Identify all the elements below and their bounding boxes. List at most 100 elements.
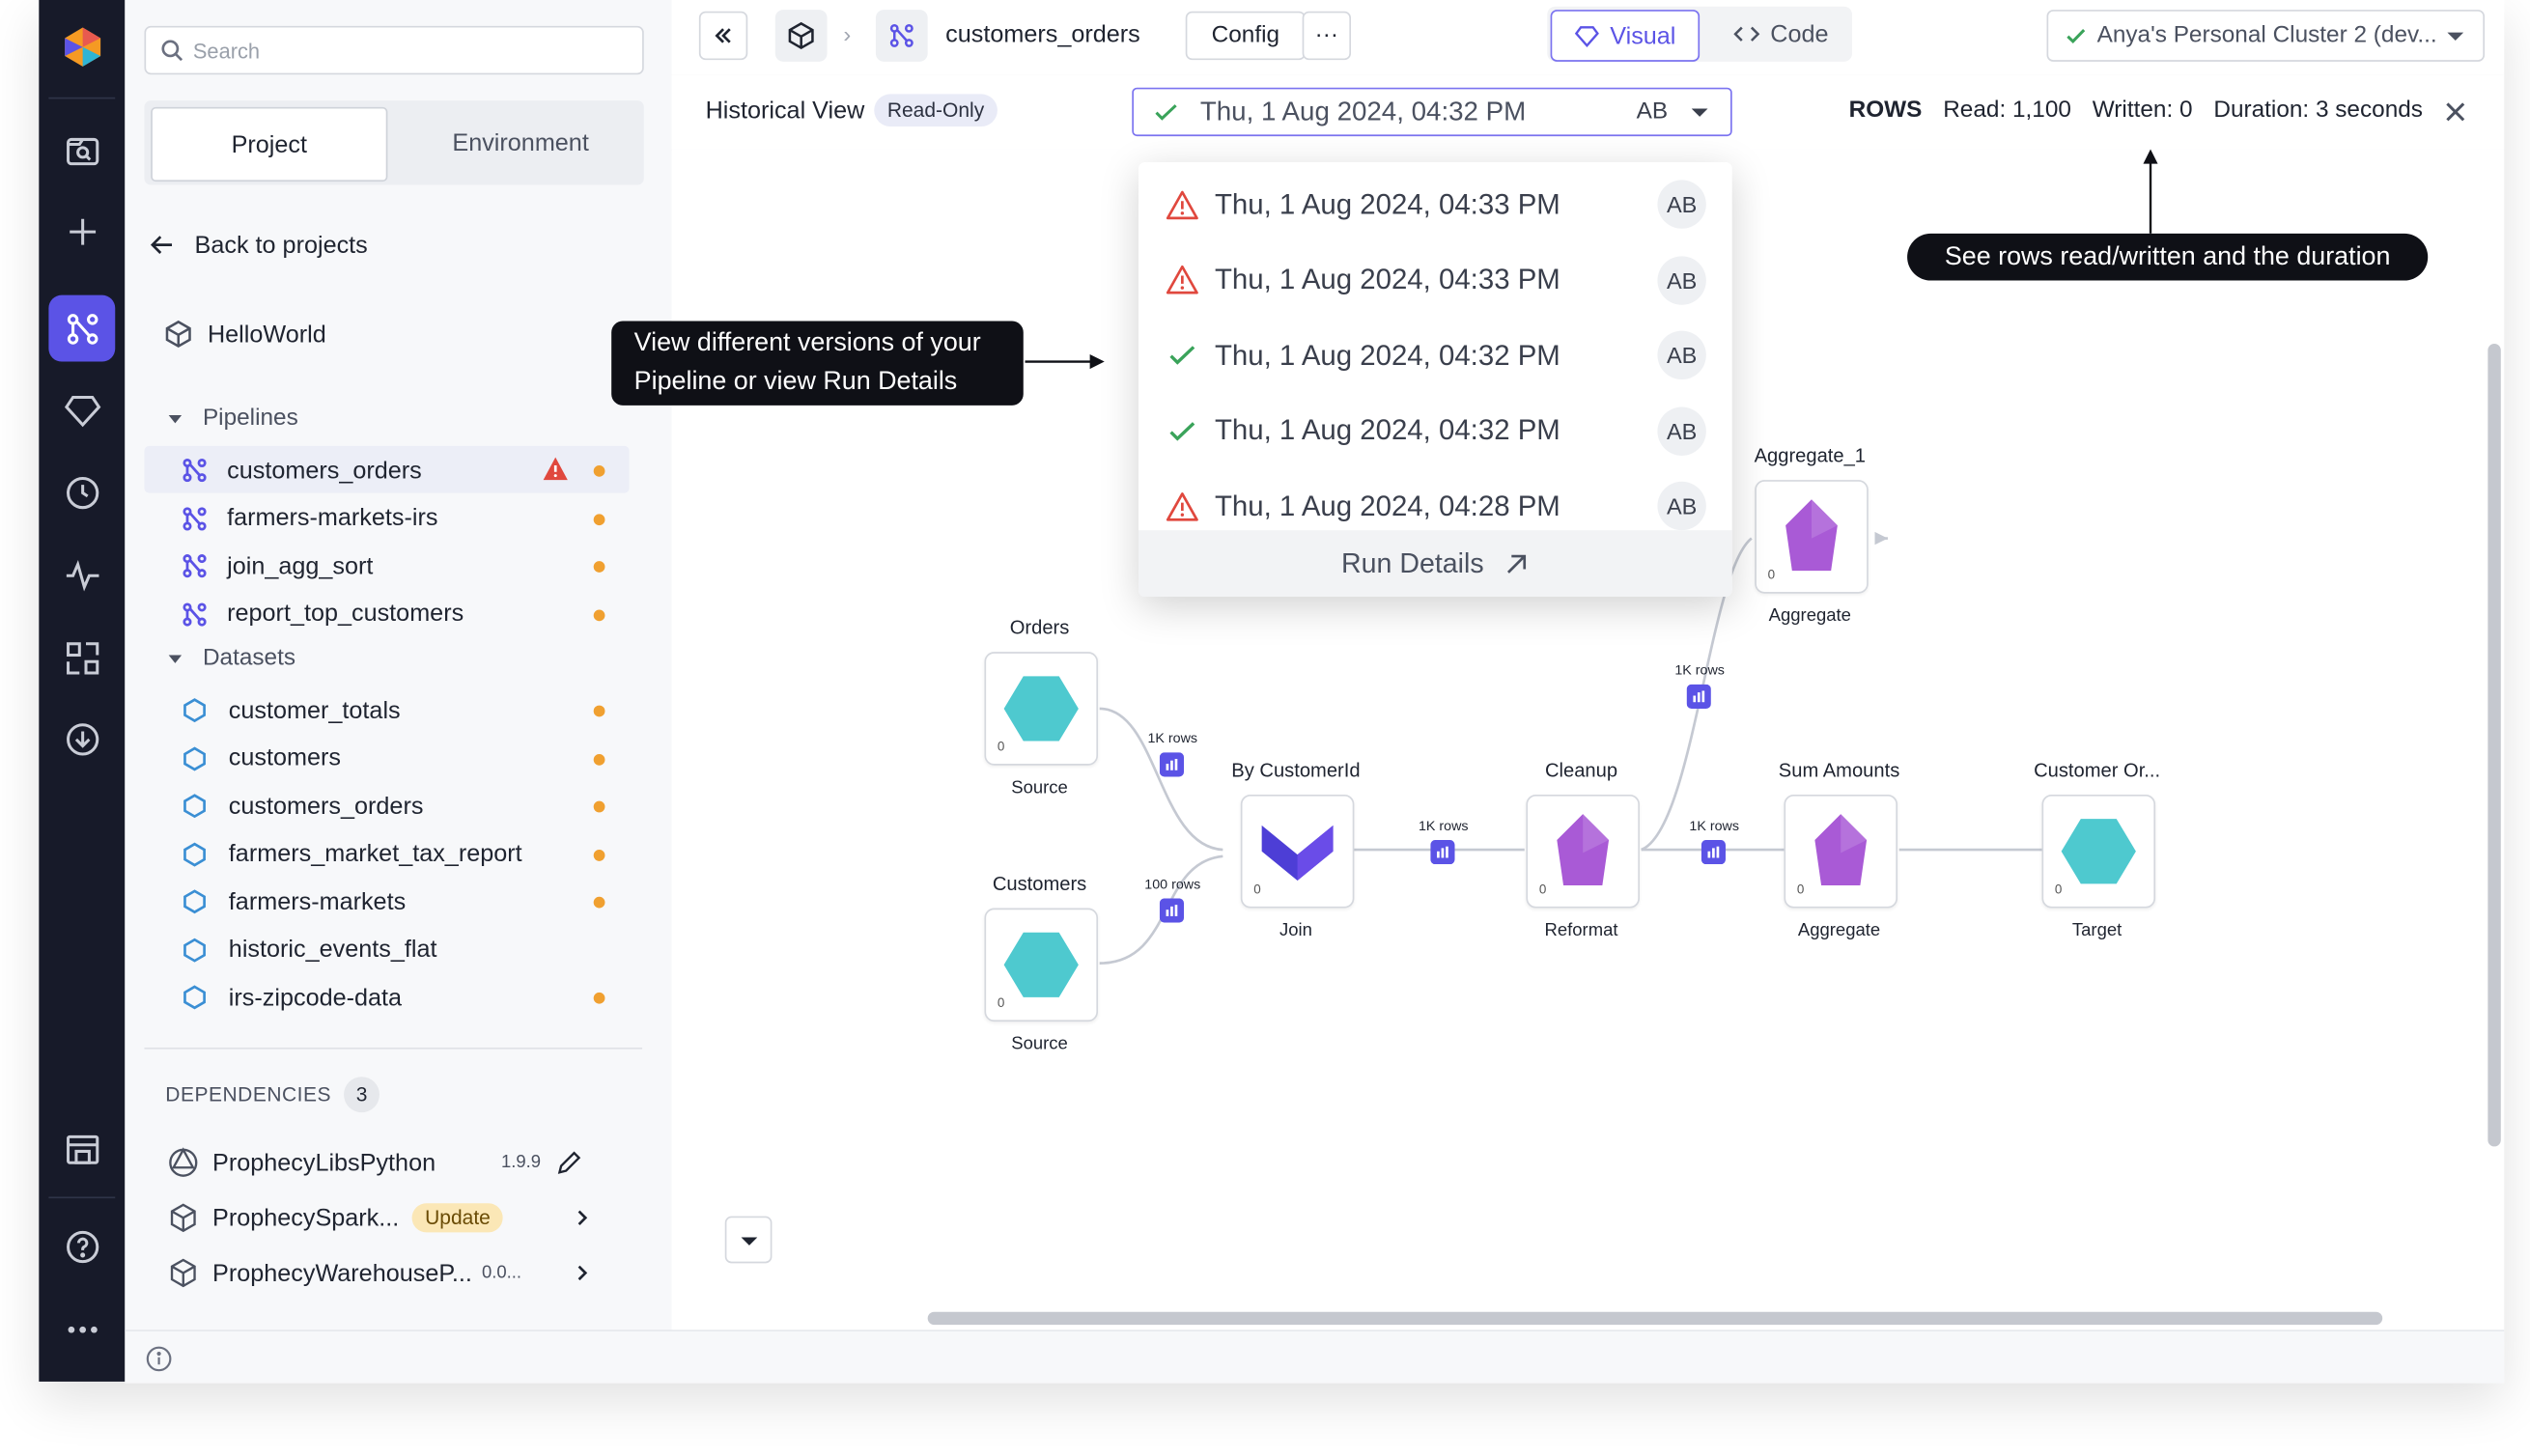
sidebar-pipeline-item[interactable]: farmers-markets-irs	[180, 502, 437, 535]
sidebar-pipeline-item[interactable]: join_agg_sort	[180, 549, 373, 582]
datasets-section-header[interactable]: Datasets	[167, 645, 295, 671]
sidebar-pipeline-item[interactable]: report_top_customers	[180, 598, 464, 630]
edit-pencil-icon[interactable]	[556, 1150, 582, 1176]
user-avatar: AB	[1657, 330, 1706, 380]
history-icon[interactable]	[48, 459, 115, 525]
customers-node[interactable]: 0	[984, 908, 1099, 1022]
create-icon[interactable]	[48, 198, 115, 265]
pipelines-icon[interactable]	[48, 294, 116, 362]
gems-icon[interactable]	[48, 377, 115, 443]
lineage-icon[interactable]	[48, 625, 115, 691]
chevron-right-icon[interactable]	[573, 1208, 592, 1227]
dependencies-count-badge: 3	[344, 1077, 380, 1113]
run-history-item[interactable]: Thu, 1 Aug 2024, 04:32 PM AB	[1138, 393, 1732, 467]
prophecy-logo-icon[interactable]	[48, 13, 115, 79]
run-details-button[interactable]: Run Details	[1138, 530, 1732, 598]
left-rail	[39, 0, 126, 1382]
sidebar-dataset-item[interactable]: irs-zipcode-data	[182, 981, 402, 1014]
search-input[interactable]: Search	[144, 25, 644, 75]
dependency-name: ProphecyWarehouseP...	[212, 1259, 472, 1287]
versions-callout: View different versions of your Pipeline…	[611, 321, 1024, 406]
reformat-node[interactable]: 0	[1526, 794, 1640, 909]
row-stats-icon[interactable]	[1159, 898, 1185, 923]
help-icon[interactable]	[48, 1213, 115, 1279]
close-icon[interactable]	[2444, 100, 2467, 124]
sidebar-pipeline-item[interactable]: customers_orders	[180, 454, 422, 487]
more-icon[interactable]	[48, 1296, 115, 1362]
node-counter: 0	[1538, 882, 1547, 897]
dataset-name: customers_orders	[228, 792, 424, 820]
canvas-horizontal-scrollbar[interactable]	[927, 1311, 2383, 1326]
info-icon[interactable]	[146, 1346, 172, 1372]
chevron-right-icon[interactable]	[573, 1263, 592, 1282]
join-node[interactable]: 0	[1240, 794, 1355, 909]
pipeline-icon	[889, 23, 914, 47]
package-cube-icon	[170, 1203, 196, 1233]
modified-dot-icon	[593, 513, 605, 525]
deploy-icon[interactable]	[48, 706, 115, 772]
collapse-sidebar-button[interactable]	[698, 11, 748, 61]
row-stats-icon[interactable]	[1686, 684, 1711, 709]
orders-node[interactable]: 0	[984, 652, 1099, 766]
tab-project[interactable]: Project	[151, 106, 388, 182]
dependency-item[interactable]: ProphecySpark... Update	[167, 1200, 588, 1236]
check-icon	[1169, 421, 1195, 440]
edge-row-count: 1K rows	[1418, 817, 1469, 834]
more-options-button[interactable]: ···	[1302, 11, 1352, 61]
node-counter: 0	[2054, 882, 2063, 897]
target-node[interactable]: 0	[2041, 794, 2156, 909]
back-to-projects-link[interactable]: Back to projects	[148, 227, 368, 263]
run-time: Thu, 1 Aug 2024, 04:32 PM	[1214, 413, 1560, 446]
row-stats-icon[interactable]	[1430, 839, 1455, 865]
config-button[interactable]: Config	[1185, 11, 1306, 61]
sidebar-dataset-item[interactable]: farmers_market_tax_report	[182, 837, 522, 870]
project-home-button[interactable]	[774, 10, 828, 62]
historical-view-bar: Historical View Read-Only Thu, 1 Aug 202…	[671, 74, 2505, 152]
dependency-item[interactable]: ProphecyWarehouseP... 0.0...	[167, 1255, 588, 1291]
run-time: Thu, 1 Aug 2024, 04:28 PM	[1214, 489, 1560, 521]
marketplace-icon[interactable]	[48, 1115, 115, 1182]
dependency-item[interactable]: ProphecyLibsPython 1.9.9	[167, 1145, 581, 1181]
run-history-item[interactable]: Thu, 1 Aug 2024, 04:28 PM AB	[1138, 468, 1732, 543]
tab-code[interactable]: Code	[1719, 10, 1842, 58]
project-sidebar: Search Project Environment Back to proje…	[125, 0, 709, 1330]
cluster-selector[interactable]: Anya's Personal Cluster 2 (dev...	[2046, 10, 2485, 62]
dataset-hexagon-icon	[183, 937, 206, 962]
agg1-node[interactable]: 0	[1755, 480, 1869, 594]
search-icon	[161, 40, 183, 62]
code-label: Code	[1770, 19, 1829, 48]
sidebar-dataset-item[interactable]: customers_orders	[182, 790, 423, 823]
project-cube-icon	[165, 320, 191, 349]
pipeline-icon-button[interactable]	[875, 10, 928, 62]
project-item[interactable]: HelloWorld	[164, 317, 326, 352]
sidebar-dataset-item[interactable]: customers	[182, 742, 341, 774]
sum-node[interactable]: 0	[1784, 794, 1898, 909]
monitoring-icon[interactable]	[48, 542, 115, 608]
project-cube-icon	[788, 21, 814, 49]
run-version-selector[interactable]: Thu, 1 Aug 2024, 04:32 PM AB	[1132, 87, 1732, 137]
caret-down-icon	[1691, 108, 1708, 117]
sidebar-dataset-item[interactable]: farmers-markets	[182, 885, 406, 918]
pipeline-name: report_top_customers	[227, 600, 464, 628]
row-stats-icon[interactable]	[1159, 752, 1185, 777]
tab-environment[interactable]: Environment	[452, 128, 589, 157]
node-title: By CustomerId	[1231, 759, 1361, 782]
tab-visual[interactable]: Visual	[1550, 10, 1701, 62]
pipelines-section-header[interactable]: Pipelines	[167, 406, 298, 432]
status-bar	[125, 1330, 2505, 1384]
dependency-name: ProphecySpark...	[212, 1204, 400, 1232]
canvas-menu-button[interactable]	[724, 1216, 773, 1264]
callout-arrow-icon	[2143, 149, 2158, 234]
gem-icon	[1574, 25, 1599, 47]
run-history-item[interactable]: Thu, 1 Aug 2024, 04:33 PM AB	[1138, 242, 1732, 317]
breadcrumb-separator-icon: ›	[843, 20, 852, 47]
sidebar-dataset-item[interactable]: customer_totals	[182, 694, 401, 727]
dependency-name: ProphecyLibsPython	[212, 1148, 436, 1177]
run-history-item[interactable]: Thu, 1 Aug 2024, 04:32 PM AB	[1138, 318, 1732, 392]
update-badge[interactable]: Update	[411, 1203, 504, 1233]
run-history-item[interactable]: Thu, 1 Aug 2024, 04:33 PM AB	[1138, 167, 1732, 241]
project-browser-icon[interactable]	[48, 117, 115, 183]
row-stats-icon[interactable]	[1701, 839, 1726, 865]
canvas-vertical-scrollbar[interactable]	[2488, 344, 2501, 1147]
sidebar-dataset-item[interactable]: historic_events_flat	[182, 934, 436, 966]
